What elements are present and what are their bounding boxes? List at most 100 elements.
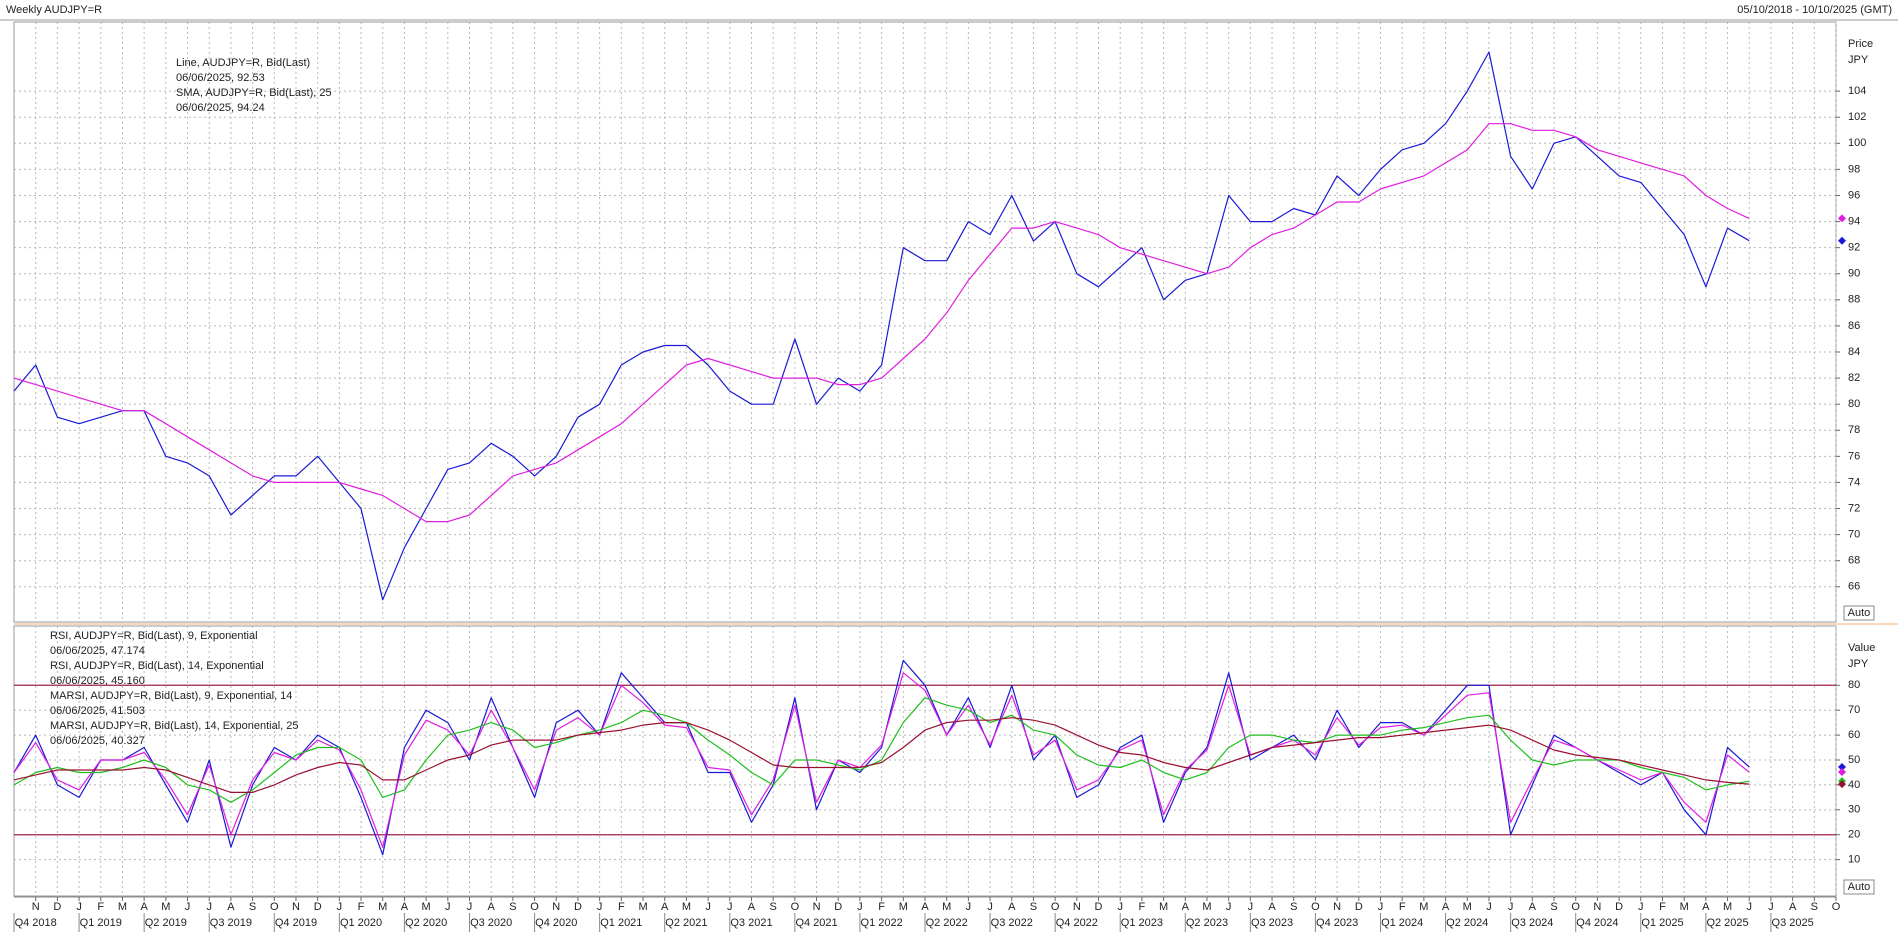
quarter-label: Q1 2025: [1641, 917, 1683, 929]
x-tick-label: M: [1680, 901, 1689, 913]
x-tick-label: F: [1659, 901, 1666, 913]
x-tick-label: D: [1615, 901, 1623, 913]
quarter-label: Q2 2023: [1186, 917, 1228, 929]
x-tick-label: J: [966, 901, 972, 913]
quarter-label: Q2 2022: [926, 917, 968, 929]
x-tick-label: A: [488, 901, 496, 913]
x-tick-label: D: [53, 901, 61, 913]
x-tick-label: J: [1378, 901, 1384, 913]
y-tick-label: 94: [1848, 215, 1860, 227]
quarter-label: Q2 2019: [145, 917, 187, 929]
chart-title: Weekly AUDJPY=R: [6, 4, 102, 16]
x-tick-label: A: [140, 901, 148, 913]
x-tick-label: S: [1550, 901, 1557, 913]
x-tick-label: M: [899, 901, 908, 913]
x-tick-label: N: [292, 901, 300, 913]
last-value-marker: [1838, 236, 1846, 245]
x-tick-label: A: [921, 901, 929, 913]
scale-button-box: [1843, 879, 1875, 895]
x-tick-label: D: [574, 901, 582, 913]
legend-detail: 06/06/2025, 94.24: [176, 102, 265, 114]
legend-detail: 06/06/2025, 40.327: [50, 735, 145, 747]
last-value-marker: [1838, 768, 1846, 777]
x-tick-label: S: [249, 901, 256, 913]
y-tick-label: 76: [1848, 450, 1860, 462]
x-tick-label: S: [1290, 901, 1297, 913]
y-tick-label: 20: [1848, 829, 1860, 841]
x-tick-label: A: [1268, 901, 1276, 913]
y-tick-label: 88: [1848, 294, 1860, 306]
x-tick-label: F: [97, 901, 104, 913]
y-tick-label: 98: [1848, 163, 1860, 175]
scale-button[interactable]: Auto: [1848, 881, 1871, 893]
quarter-label: Q4 2022: [1056, 917, 1098, 929]
series-line: [13, 672, 1750, 848]
x-tick-label: A: [1008, 901, 1016, 913]
scale-button[interactable]: Auto: [1848, 607, 1871, 619]
x-tick-label: A: [227, 901, 235, 913]
series-line: [13, 697, 1750, 803]
legend-detail: 06/06/2025, 41.503: [50, 705, 145, 717]
x-tick-label: J: [206, 901, 212, 913]
x-tick-label: J: [1638, 901, 1644, 913]
x-tick-label: O: [1311, 901, 1320, 913]
x-tick-label: M: [1419, 901, 1428, 913]
x-tick-label: N: [32, 901, 40, 913]
y-tick-label: 102: [1848, 111, 1866, 123]
x-tick-label: M: [161, 901, 170, 913]
x-tick-label: M: [638, 901, 647, 913]
x-tick-label: S: [769, 901, 776, 913]
y-axis-unit: JPY: [1848, 658, 1869, 670]
y-tick-label: 84: [1848, 346, 1860, 358]
x-tick-label: J: [857, 901, 863, 913]
x-tick-label: J: [1768, 901, 1774, 913]
x-tick-label: J: [727, 901, 733, 913]
x-tick-label: J: [1117, 901, 1123, 913]
x-tick-label: D: [834, 901, 842, 913]
x-tick-label: F: [618, 901, 625, 913]
y-tick-label: 92: [1848, 242, 1860, 254]
x-tick-label: M: [422, 901, 431, 913]
quarter-label: Q4 2023: [1316, 917, 1358, 929]
x-tick-label: J: [1746, 901, 1752, 913]
y-tick-label: 60: [1848, 729, 1860, 741]
y-axis-unit: JPY: [1848, 54, 1869, 66]
x-tick-label: A: [401, 901, 409, 913]
x-tick-label: N: [1333, 901, 1341, 913]
x-tick-label: A: [1702, 901, 1710, 913]
quarter-label: Q4 2024: [1576, 917, 1618, 929]
x-tick-label: S: [1811, 901, 1818, 913]
x-tick-label: F: [1399, 901, 1406, 913]
quarter-label: Q4 2018: [15, 917, 57, 929]
legend-entry: MARSI, AUDJPY=R, Bid(Last), 9, Exponenti…: [50, 690, 292, 702]
x-tick-label: M: [378, 901, 387, 913]
series-line: [13, 659, 1750, 856]
y-tick-label: 50: [1848, 754, 1860, 766]
y-tick-label: 74: [1848, 476, 1860, 488]
quarter-label: Q2 2021: [665, 917, 707, 929]
x-tick-label: J: [705, 901, 711, 913]
x-tick-label: N: [1593, 901, 1601, 913]
legend-entry: MARSI, AUDJPY=R, Bid(Last), 14, Exponent…: [50, 720, 299, 732]
x-tick-label: O: [1832, 901, 1841, 913]
y-tick-label: 10: [1848, 854, 1860, 866]
x-tick-label: O: [270, 901, 279, 913]
quarter-label: Q1 2021: [600, 917, 642, 929]
x-tick-label: A: [1789, 901, 1797, 913]
x-tick-label: J: [445, 901, 451, 913]
x-tick-label: N: [552, 901, 560, 913]
x-tick-label: A: [661, 901, 669, 913]
x-tick-label: M: [682, 901, 691, 913]
y-tick-label: 40: [1848, 779, 1860, 791]
last-value-marker: [1838, 763, 1846, 772]
quarter-label: Q3 2021: [730, 917, 772, 929]
x-tick-label: D: [314, 901, 322, 913]
quarter-label: Q3 2024: [1511, 917, 1553, 929]
x-tick-label: J: [76, 901, 82, 913]
x-tick-label: O: [791, 901, 800, 913]
x-tick-label: J: [337, 901, 343, 913]
x-tick-label: J: [597, 901, 603, 913]
x-tick-label: J: [1248, 901, 1254, 913]
